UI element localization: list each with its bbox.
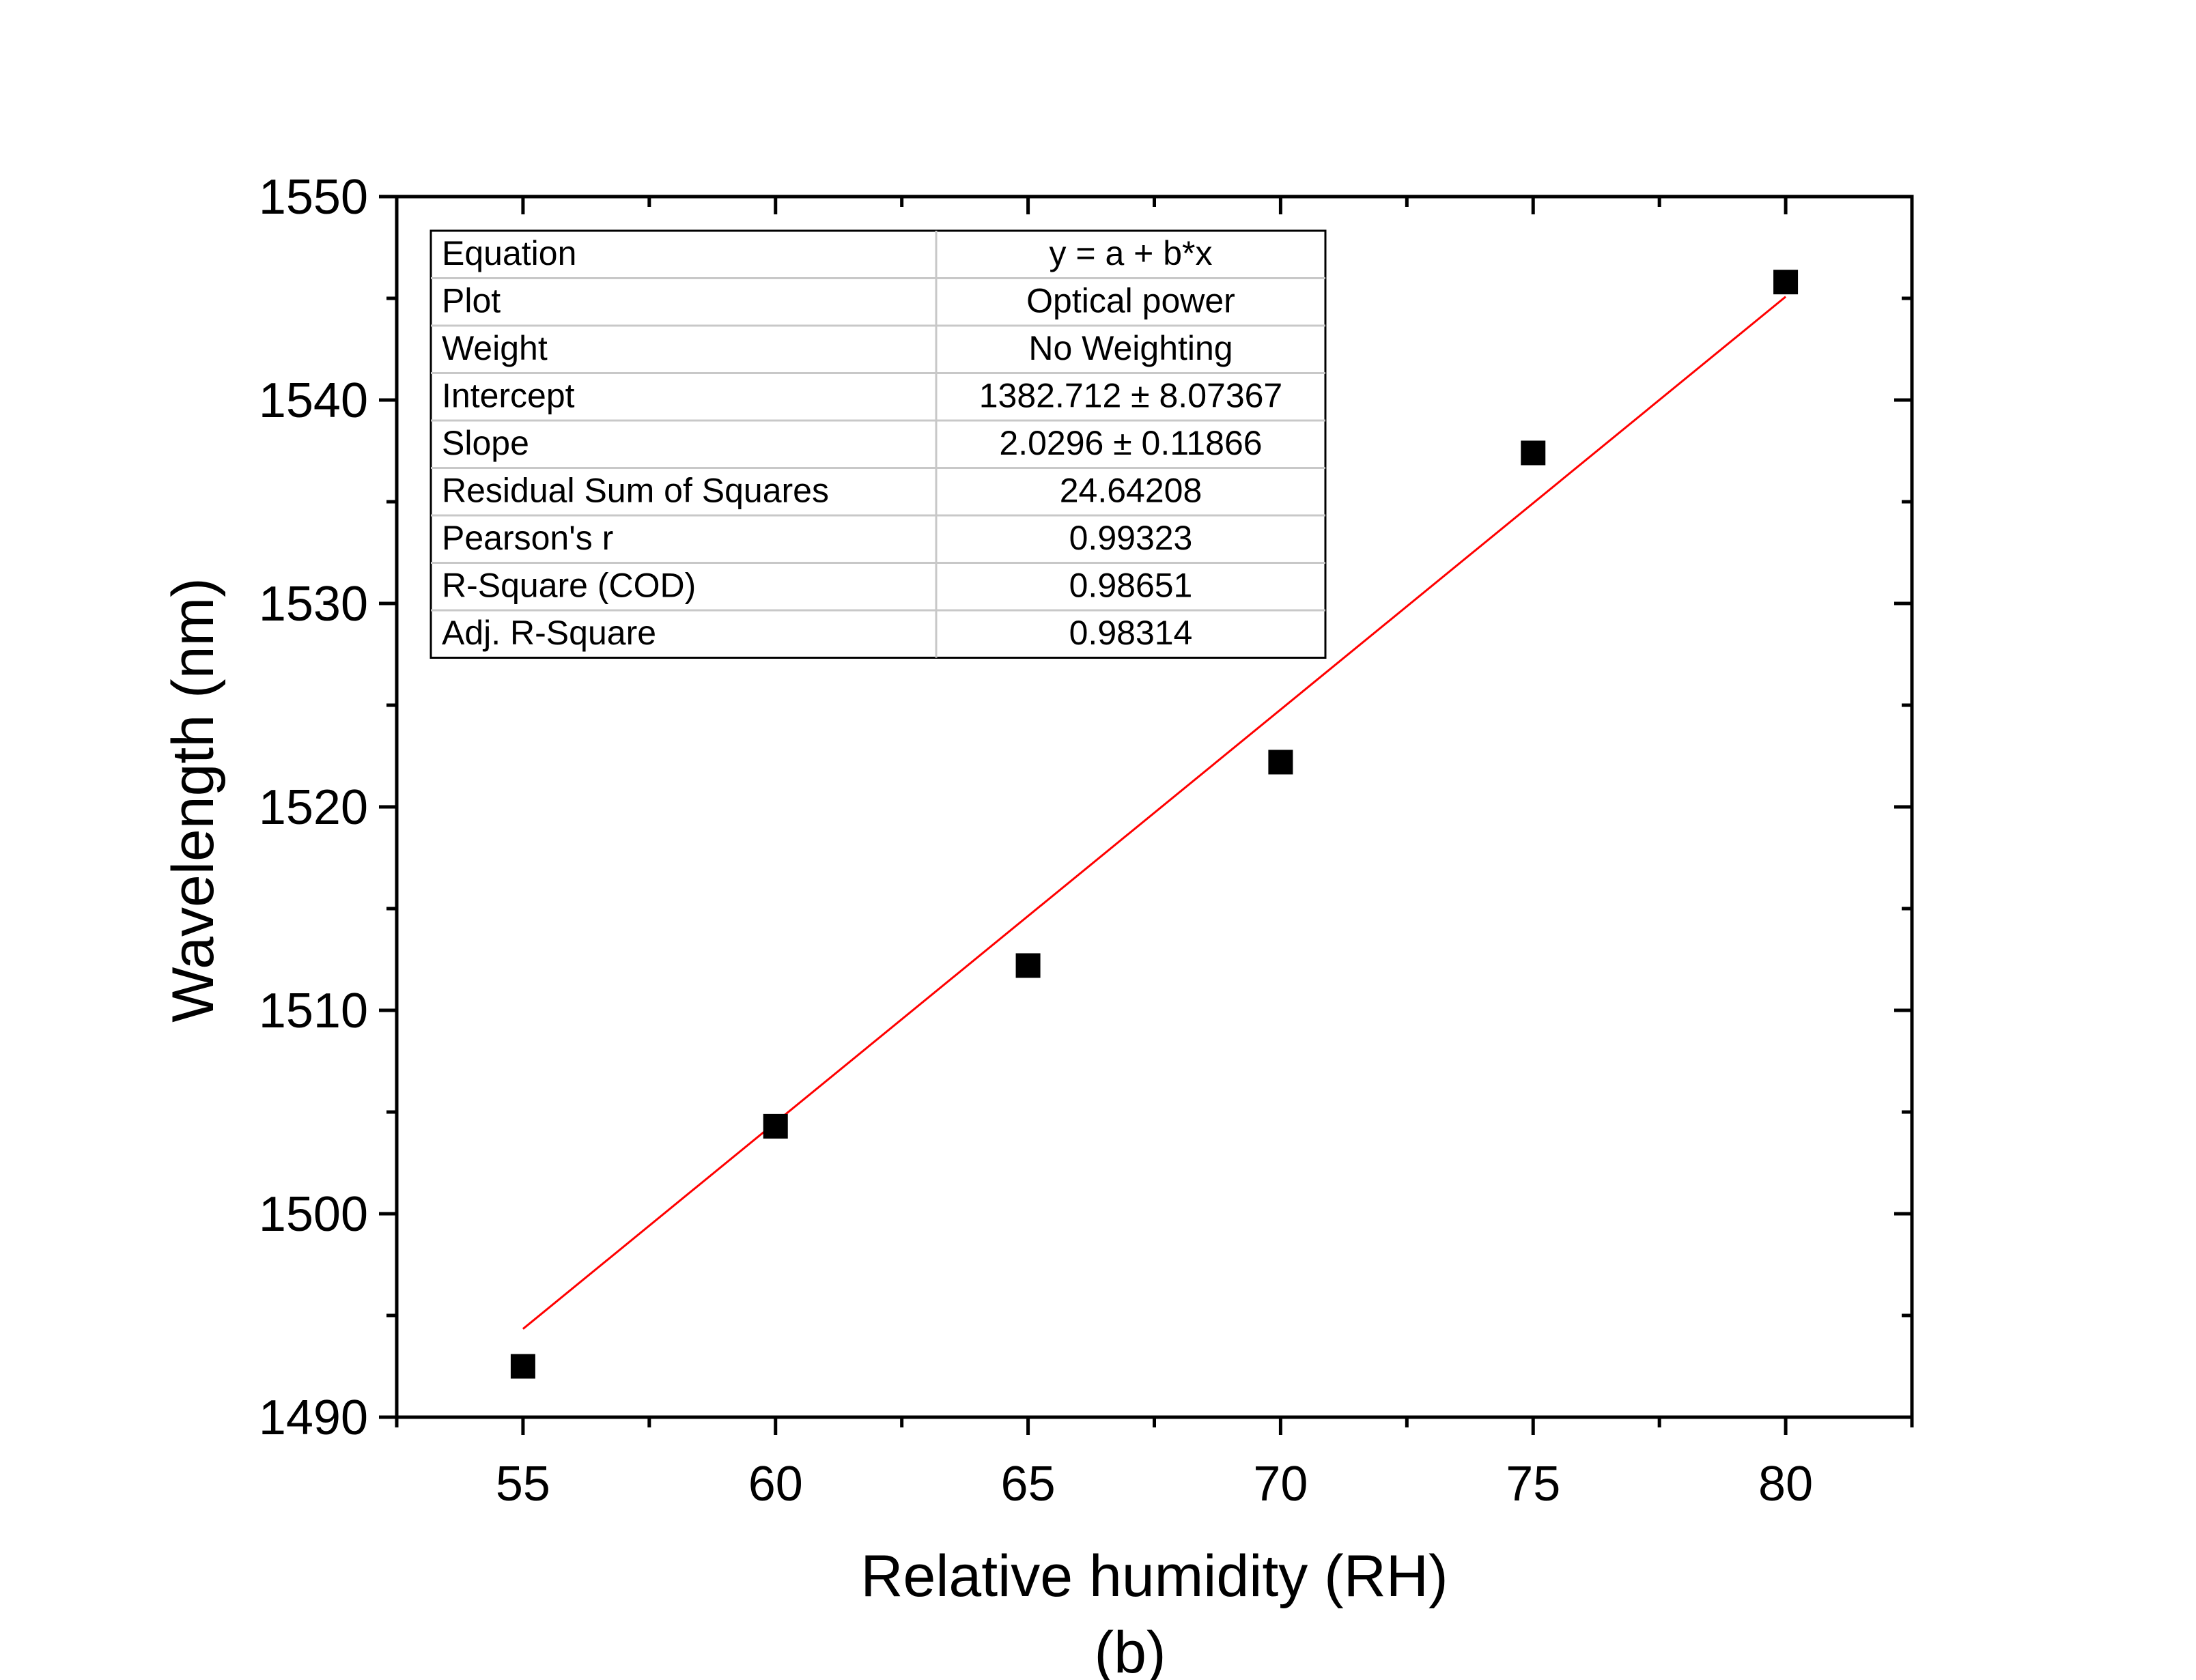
- data-point: [1773, 270, 1799, 295]
- y-tick-label: 1520: [259, 780, 368, 835]
- stats-value: 0.98314: [1069, 614, 1193, 652]
- y-tick-label: 1550: [259, 170, 368, 225]
- stats-key: R-Square (COD): [442, 567, 696, 605]
- x-axis-title: Relative humidity (RH): [860, 1543, 1448, 1609]
- data-point: [1015, 953, 1041, 978]
- stats-key: Adj. R-Square: [442, 614, 656, 652]
- stats-value: 0.99323: [1069, 519, 1193, 557]
- data-point: [510, 1354, 535, 1379]
- x-tick-label: 55: [496, 1457, 550, 1511]
- stats-key: Residual Sum of Squares: [442, 472, 829, 510]
- panel-caption: (b): [1094, 1620, 1166, 1680]
- stats-value: 24.64208: [1060, 472, 1202, 510]
- stats-table-border: [430, 229, 1327, 659]
- data-point: [763, 1113, 788, 1139]
- stats-table: Equation y = a + b*x Plot Optical power Weig…: [430, 229, 1327, 659]
- stats-value: 2.0296 ± 0.11866: [999, 424, 1262, 462]
- stats-key: Pearson's r: [442, 519, 613, 557]
- stats-key: Plot: [442, 282, 501, 320]
- x-tick-label: 75: [1506, 1457, 1560, 1511]
- y-tick-label: 1500: [259, 1187, 368, 1242]
- stats-key: Intercept: [442, 377, 575, 415]
- stats-value: 1382.712 ± 8.07367: [979, 377, 1283, 415]
- stats-key: Equation: [442, 234, 576, 272]
- x-tick-label: 65: [1001, 1457, 1056, 1511]
- data-point: [1521, 440, 1546, 466]
- data-points: [510, 270, 1799, 1379]
- x-tick-label: 60: [748, 1457, 803, 1511]
- stats-value: Optical power: [1026, 282, 1235, 320]
- fit-line: [522, 296, 1787, 1330]
- x-tick-label: 80: [1758, 1457, 1813, 1511]
- y-axis-title: Wavelength (nm): [160, 578, 226, 1023]
- y-tick-label: 1540: [259, 373, 368, 428]
- stats-key: Slope: [442, 424, 529, 462]
- axis-ticks: [379, 195, 1914, 1435]
- axis-tick-labels: 55 60 65 70 75 80 1490 1500 1510 1520 1530 1540 1550: [259, 170, 1813, 1511]
- x-tick-label: 70: [1253, 1457, 1308, 1511]
- stats-value: y = a + b*x: [1049, 234, 1212, 272]
- y-tick-label: 1510: [259, 984, 368, 1038]
- stats-value: 0.98651: [1069, 567, 1193, 605]
- stats-key: Weight: [442, 329, 548, 367]
- y-tick-label: 1530: [259, 577, 368, 631]
- data-point: [1268, 750, 1293, 775]
- stats-value: No Weighting: [1028, 329, 1233, 367]
- y-tick-label: 1490: [259, 1391, 368, 1445]
